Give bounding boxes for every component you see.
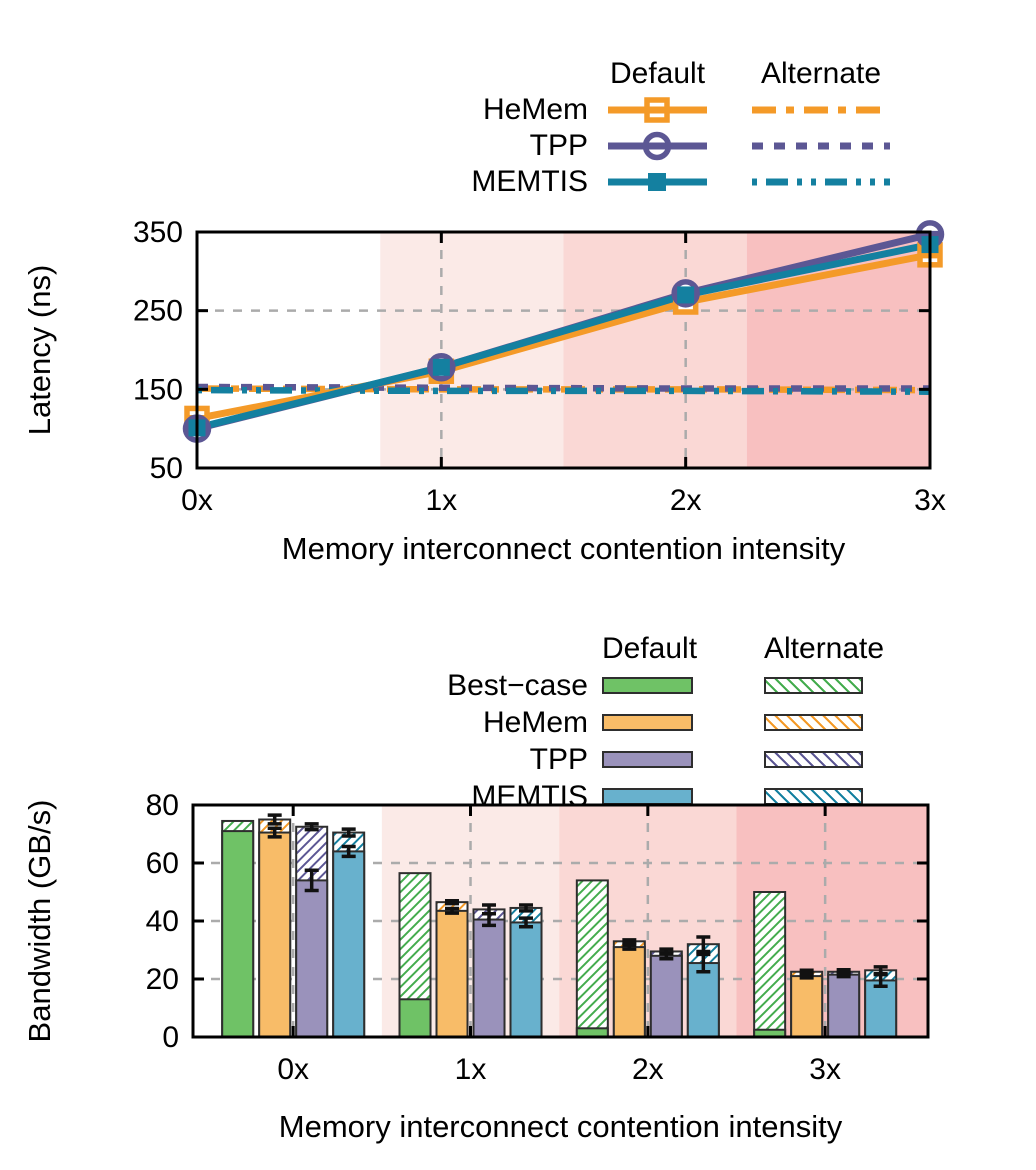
legend-row-HeMem: HeMem <box>455 92 890 128</box>
svg-text:0: 0 <box>162 1021 179 1054</box>
svg-text:80: 80 <box>146 789 179 822</box>
svg-text:20: 20 <box>146 963 179 996</box>
legend-swatch-default <box>602 677 693 694</box>
latency-line-MEMTIS-alternate <box>196 386 931 395</box>
bar-TPP-default-1x <box>472 918 506 1038</box>
bar-MEMTIS-default-0x <box>332 850 366 1039</box>
legend-header-alternate: Alternate <box>760 57 882 90</box>
legend-label: HeMem <box>482 93 588 126</box>
svg-text:1x: 1x <box>455 1053 487 1086</box>
legend-swatch-alternate <box>764 714 863 731</box>
legend-row-HeMem: HeMem <box>395 704 863 741</box>
latency-x-axis-label: Memory interconnect contention intensity <box>281 531 846 566</box>
legend-label: MEMTIS <box>471 165 588 198</box>
latency-y-axis-label: Latency (ns) <box>22 264 57 436</box>
legend-swatch-alternate <box>764 751 863 768</box>
bar-HeMem-default-0x <box>258 831 292 1038</box>
bar-TPP-default-2x <box>649 954 683 1038</box>
bar-MEMTIS-default-2x <box>686 962 720 1038</box>
legend-row-TPP: TPP <box>455 128 890 164</box>
svg-text:50: 50 <box>150 452 183 485</box>
latency-legend: Default Alternate HeMem TPP MEMTIS <box>455 56 890 200</box>
svg-text:250: 250 <box>133 295 183 328</box>
legend-label: TPP <box>529 129 588 162</box>
svg-text:0x: 0x <box>277 1053 309 1086</box>
legend-header-row: Default Alternate <box>455 56 890 92</box>
legend-label: TPP <box>529 742 588 776</box>
legend-swatch-default <box>602 788 693 805</box>
bar-TPP-default-0x <box>295 879 329 1039</box>
legend-swatch-alternate <box>764 677 863 694</box>
legend-label: Best−case <box>447 668 588 702</box>
bar-HeMem-default-3x <box>790 975 824 1039</box>
bandwidth-legend: Default Alternate Best−case HeMem TPP MEMTIS <box>395 630 885 815</box>
bar-HeMem-default-2x <box>612 946 646 1039</box>
svg-text:3x: 3x <box>809 1053 841 1086</box>
bar-MEMTIS-default-3x <box>864 979 898 1038</box>
legend-header-row: Default Alternate <box>395 630 885 667</box>
svg-text:2x: 2x <box>632 1053 664 1086</box>
latency-line-MEMTIS-default <box>196 241 931 432</box>
bandwidth-x-axis-label: Memory interconnect contention intensity <box>278 1109 843 1144</box>
legend-swatch-alternate <box>764 788 863 805</box>
bar-Best−case-alternate-3x <box>753 891 787 1038</box>
svg-text:40: 40 <box>146 905 179 938</box>
svg-text:150: 150 <box>133 373 183 406</box>
legend-header-alternate: Alternate <box>764 631 885 665</box>
svg-text:0x: 0x <box>181 484 213 517</box>
latency-plot: 0x 1x 2x 3x 50 150 250 350 <box>133 216 946 517</box>
bandwidth-plot: 0x 1x 2x 3x 0 20 40 60 80 <box>146 789 930 1086</box>
legend-swatch-default <box>602 714 693 731</box>
legend-header-default: Default <box>602 631 698 665</box>
bar-Best−case-default-0x <box>221 830 255 1038</box>
bar-Best−case-alternate-2x <box>575 879 609 1039</box>
legend-swatch-default <box>602 751 693 768</box>
svg-text:350: 350 <box>133 216 183 249</box>
bar-TPP-default-3x <box>827 973 861 1038</box>
legend-row-TPP: TPP <box>395 741 863 778</box>
svg-text:1x: 1x <box>425 484 457 517</box>
svg-text:3x: 3x <box>914 484 946 517</box>
bar-MEMTIS-default-1x <box>509 921 543 1038</box>
legend-row-MEMTIS: MEMTIS <box>455 164 890 200</box>
svg-text:2x: 2x <box>670 484 702 517</box>
legend-row-Best−case: Best−case <box>395 667 863 704</box>
svg-text:60: 60 <box>146 847 179 880</box>
legend-header-default: Default <box>609 57 706 90</box>
bar-Best−case-default-1x <box>398 998 432 1039</box>
bar-HeMem-default-1x <box>435 909 469 1038</box>
legend-label: HeMem <box>482 705 588 739</box>
bandwidth-y-axis-label: Bandwidth (GB/s) <box>22 799 57 1043</box>
